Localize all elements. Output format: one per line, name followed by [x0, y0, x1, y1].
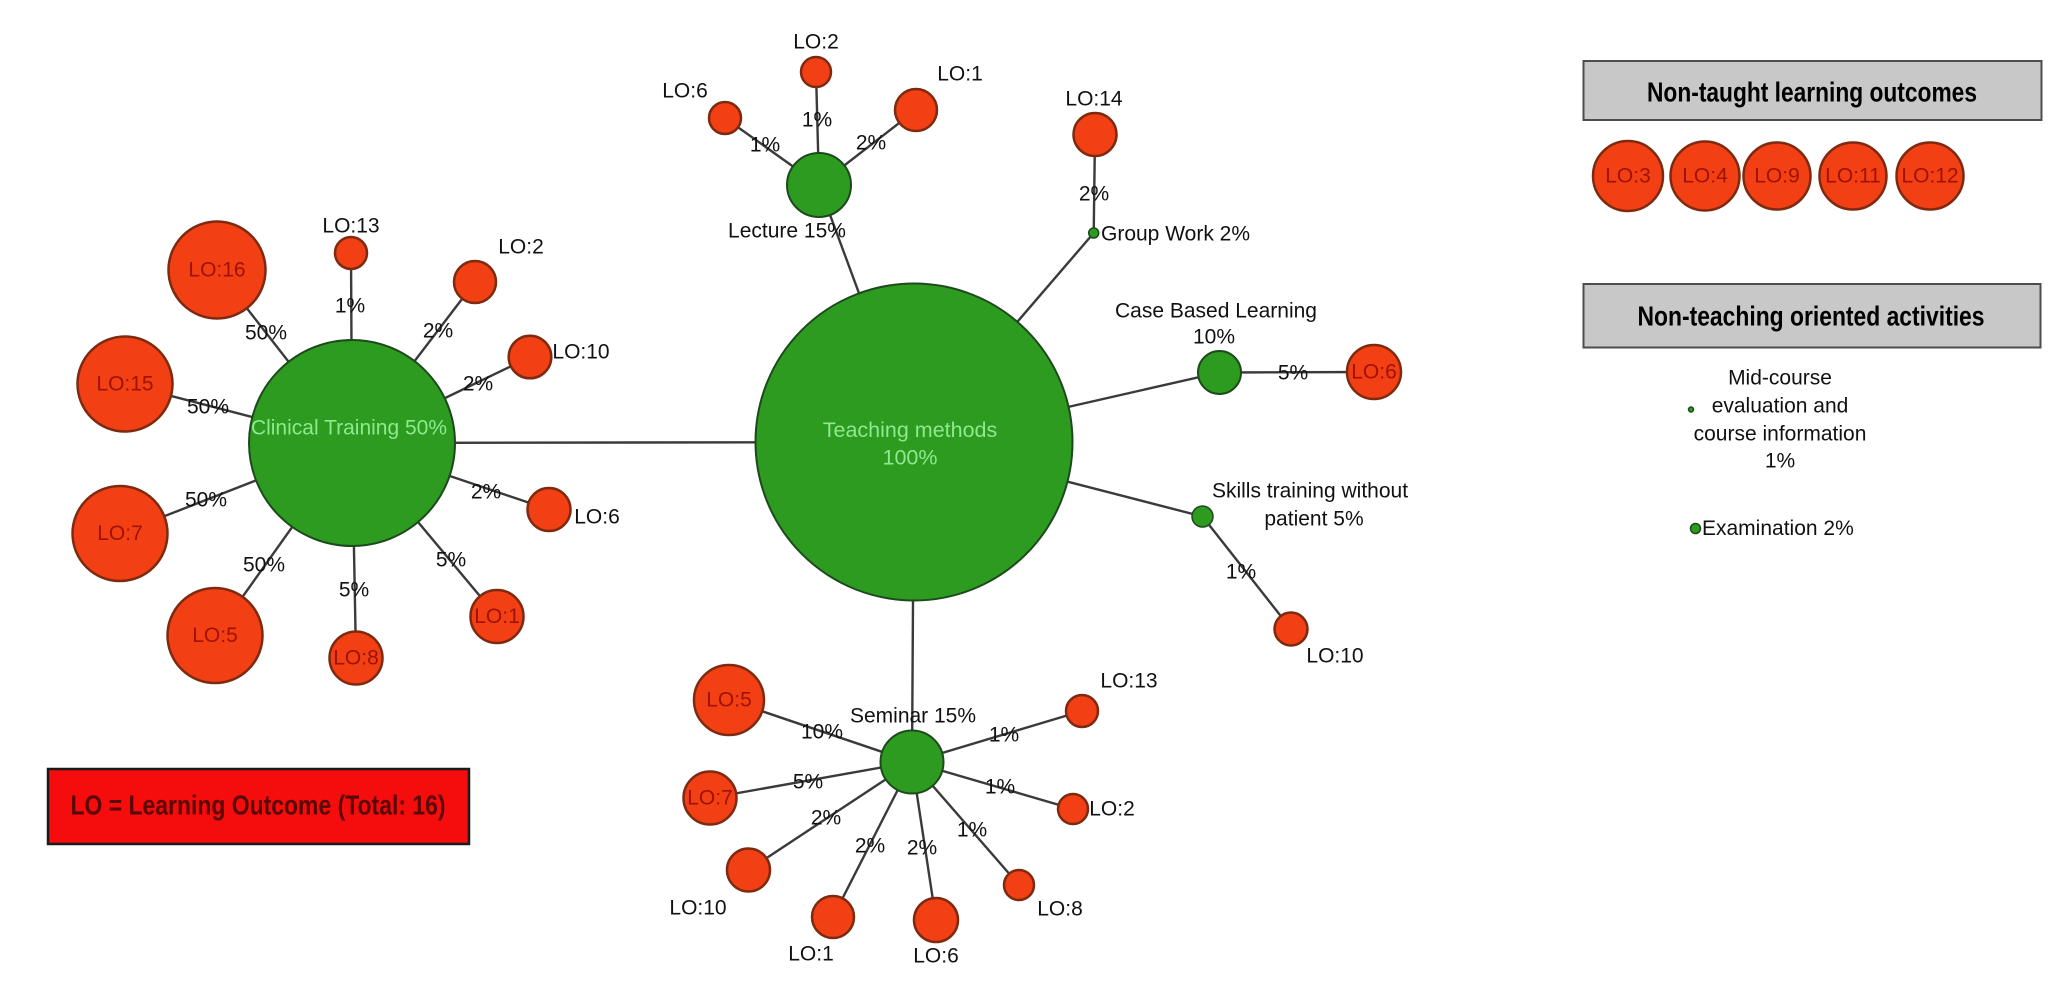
svg-text:1%: 1%: [750, 134, 780, 157]
svg-text:1%: 1%: [335, 295, 365, 318]
svg-text:1%: 1%: [1226, 561, 1256, 584]
svg-text:LO:10: LO:10: [669, 897, 726, 920]
svg-text:LO:5: LO:5: [706, 689, 752, 712]
svg-text:Skills training without: Skills training without: [1212, 480, 1408, 503]
svg-text:Lecture 15%: Lecture 15%: [728, 220, 846, 243]
svg-text:LO:8: LO:8: [333, 647, 379, 670]
svg-text:course information: course information: [1694, 423, 1867, 446]
svg-text:2%: 2%: [423, 320, 453, 343]
svg-text:LO:2: LO:2: [1089, 798, 1135, 821]
svg-text:10%: 10%: [801, 721, 843, 744]
svg-text:LO:2: LO:2: [793, 31, 839, 54]
svg-text:LO:5: LO:5: [192, 624, 238, 647]
svg-text:1%: 1%: [802, 109, 832, 132]
svg-text:LO:7: LO:7: [687, 787, 733, 810]
svg-text:5%: 5%: [436, 549, 466, 572]
svg-text:2%: 2%: [471, 481, 501, 504]
svg-text:2%: 2%: [855, 835, 885, 858]
svg-text:5%: 5%: [793, 771, 823, 794]
svg-text:Group Work 2%: Group Work 2%: [1101, 223, 1250, 246]
svg-text:LO:13: LO:13: [322, 215, 379, 238]
svg-text:2%: 2%: [463, 373, 493, 396]
svg-text:1%: 1%: [985, 776, 1015, 799]
svg-text:Non-teaching oriented activiti: Non-teaching oriented activities: [1638, 301, 1985, 332]
svg-text:100%: 100%: [883, 446, 938, 470]
svg-text:1%: 1%: [1765, 450, 1795, 473]
svg-text:LO:16: LO:16: [188, 259, 245, 282]
svg-text:LO:6: LO:6: [662, 80, 708, 103]
svg-text:LO:1: LO:1: [937, 63, 983, 86]
svg-text:50%: 50%: [243, 554, 285, 577]
svg-text:LO:10: LO:10: [552, 341, 609, 364]
svg-text:5%: 5%: [1278, 362, 1308, 385]
svg-text:LO:9: LO:9: [1754, 165, 1800, 188]
svg-text:50%: 50%: [185, 489, 227, 512]
svg-text:1%: 1%: [957, 819, 987, 842]
svg-text:2%: 2%: [907, 837, 937, 860]
svg-text:Clinical Training 50%: Clinical Training 50%: [251, 417, 447, 440]
svg-text:LO:10: LO:10: [1306, 645, 1363, 668]
svg-text:LO:6: LO:6: [574, 506, 620, 529]
svg-text:1%: 1%: [989, 724, 1019, 747]
svg-text:LO = Learning Outcome (Total:: LO = Learning Outcome (Total: 16): [71, 790, 446, 821]
svg-text:LO:4: LO:4: [1682, 165, 1728, 188]
svg-text:LO:12: LO:12: [1901, 165, 1958, 188]
svg-text:LO:11: LO:11: [1825, 165, 1881, 188]
svg-text:2%: 2%: [856, 132, 886, 155]
svg-text:LO:1: LO:1: [474, 605, 520, 628]
svg-text:2%: 2%: [1079, 183, 1109, 206]
svg-text:Case Based Learning: Case Based Learning: [1115, 300, 1317, 323]
svg-text:5%: 5%: [339, 579, 369, 602]
svg-text:2%: 2%: [811, 807, 841, 830]
svg-text:Examination 2%: Examination 2%: [1702, 517, 1854, 540]
svg-text:LO:8: LO:8: [1037, 898, 1083, 921]
svg-text:Non-taught learning outcomes: Non-taught learning outcomes: [1647, 77, 1977, 108]
svg-text:50%: 50%: [245, 322, 287, 345]
svg-text:LO:7: LO:7: [97, 522, 143, 545]
svg-text:LO:15: LO:15: [96, 373, 153, 396]
svg-text:patient 5%: patient 5%: [1264, 508, 1363, 531]
svg-text:LO:3: LO:3: [1605, 165, 1651, 188]
svg-text:LO:13: LO:13: [1100, 670, 1157, 693]
svg-text:evaluation and: evaluation and: [1712, 395, 1849, 418]
svg-text:LO:6: LO:6: [1351, 361, 1397, 384]
svg-text:50%: 50%: [187, 396, 229, 419]
svg-text:LO:14: LO:14: [1065, 88, 1123, 111]
svg-text:Seminar 15%: Seminar 15%: [850, 705, 976, 728]
svg-text:Mid-course: Mid-course: [1728, 367, 1832, 390]
svg-text:10%: 10%: [1193, 326, 1235, 349]
svg-text:LO:1: LO:1: [788, 943, 834, 966]
svg-text:LO:2: LO:2: [498, 236, 544, 259]
svg-text:LO:6: LO:6: [913, 945, 959, 968]
svg-text:Teaching methods: Teaching methods: [823, 418, 998, 442]
